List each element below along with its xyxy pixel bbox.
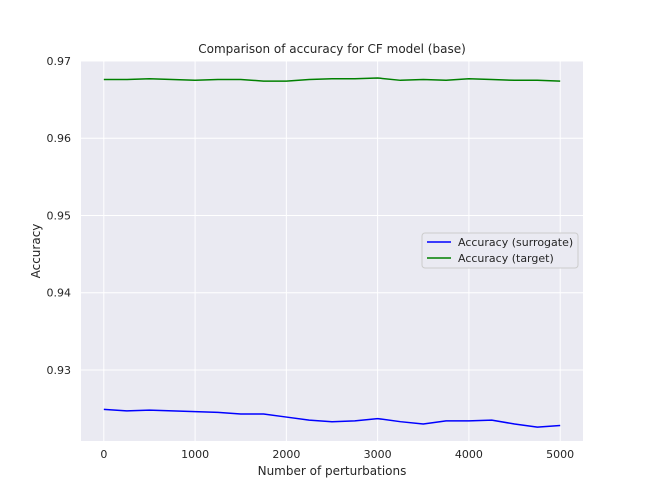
y-tick-label: 0.95 [47, 209, 72, 222]
x-tick-label: 2000 [272, 448, 300, 461]
series-line-target [103, 77, 561, 82]
y-tick-label: 0.96 [47, 132, 72, 145]
series-layer [103, 77, 561, 428]
y-axis-label: Accuracy [29, 224, 43, 279]
x-tick-label: 1000 [181, 448, 209, 461]
legend: Accuracy (surrogate) Accuracy (target) [421, 232, 579, 269]
x-tick-label: 0 [100, 448, 107, 461]
y-tick-label: 0.94 [47, 287, 72, 300]
x-axis-label: Number of perturbations [258, 464, 407, 478]
y-tick-label: 0.97 [47, 55, 72, 68]
chart-title: Comparison of accuracy for CF model (bas… [198, 42, 466, 56]
x-tick-label: 5000 [546, 448, 574, 461]
x-tick-label: 4000 [455, 448, 483, 461]
x-tick-labels: 0 1000 2000 3000 4000 5000 [100, 448, 574, 461]
y-tick-labels: 0.93 0.94 0.95 0.96 0.97 [47, 55, 72, 377]
legend-label-target: Accuracy (target) [458, 252, 554, 265]
grid-lines [81, 60, 583, 441]
x-tick-label: 3000 [364, 448, 392, 461]
series-line-surrogate [103, 408, 561, 428]
legend-label-surrogate: Accuracy (surrogate) [458, 236, 573, 249]
legend-box [421, 232, 579, 269]
y-tick-label: 0.93 [47, 364, 72, 377]
